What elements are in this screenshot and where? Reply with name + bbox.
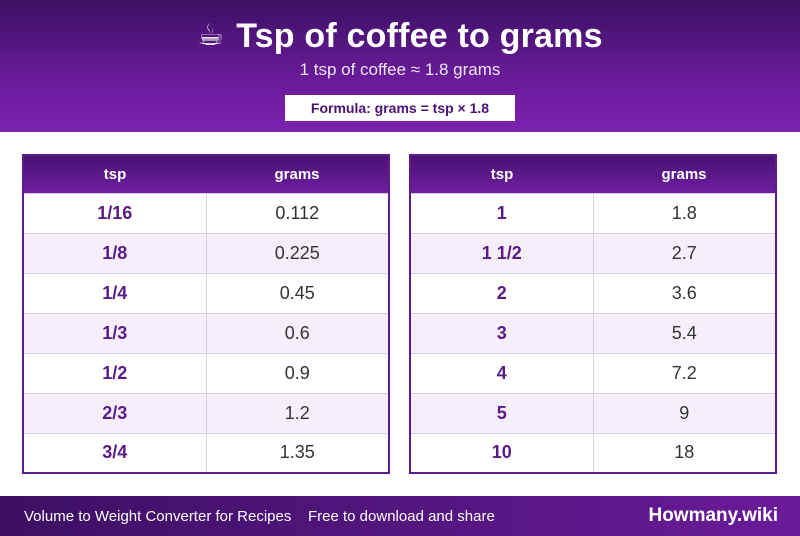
tsp-cell: 10 bbox=[409, 432, 594, 474]
grams-cell: 1.8 bbox=[592, 192, 777, 234]
coffee-cup-icon: ☕ bbox=[197, 19, 225, 52]
grams-cell: 0.225 bbox=[205, 232, 390, 274]
tsp-cell: 1/3 bbox=[22, 312, 207, 354]
table-header-row: tsp grams bbox=[23, 155, 389, 193]
grams-cell: 0.45 bbox=[205, 272, 390, 314]
table-row: 3/4 1.35 bbox=[22, 432, 390, 474]
table-row: 4 7.2 bbox=[409, 352, 777, 394]
tsp-cell: 1/2 bbox=[22, 352, 207, 394]
grams-cell: 5.4 bbox=[592, 312, 777, 354]
table-row: 1/2 0.9 bbox=[22, 352, 390, 394]
table-row: 1/8 0.225 bbox=[22, 232, 390, 274]
grams-cell: 1.2 bbox=[205, 392, 390, 434]
table-row: 1 1/2 2.7 bbox=[409, 232, 777, 274]
grams-cell: 2.7 bbox=[592, 232, 777, 274]
column-header-grams: grams bbox=[206, 155, 389, 193]
title-row: ☕ Tsp of coffee to grams bbox=[0, 14, 800, 58]
grams-cell: 7.2 bbox=[592, 352, 777, 394]
column-header-tsp: tsp bbox=[23, 155, 206, 193]
table-row: 1 1.8 bbox=[409, 192, 777, 234]
tsp-cell: 1 bbox=[409, 192, 594, 234]
table-row: 1/4 0.45 bbox=[22, 272, 390, 314]
brand-logo-text[interactable]: Howmany.wiki bbox=[648, 505, 778, 526]
tsp-cell: 3 bbox=[409, 312, 594, 354]
conversion-table-left: tsp grams 1/16 0.112 1/8 0.225 1/4 0.45 … bbox=[22, 154, 390, 474]
grams-cell: 3.6 bbox=[592, 272, 777, 314]
footer: Volume to Weight Converter for Recipes F… bbox=[0, 496, 800, 536]
page-subtitle: 1 tsp of coffee ≈ 1.8 grams bbox=[299, 60, 501, 79]
tsp-cell: 1/4 bbox=[22, 272, 207, 314]
column-header-grams: grams bbox=[593, 155, 776, 193]
table-row: 1/16 0.112 bbox=[22, 192, 390, 234]
tsp-cell: 3/4 bbox=[22, 432, 207, 474]
table-row: 5 9 bbox=[409, 392, 777, 434]
column-header-tsp: tsp bbox=[410, 155, 593, 193]
tsp-cell: 1/8 bbox=[22, 232, 207, 274]
table-row: 2 3.6 bbox=[409, 272, 777, 314]
grams-cell: 0.112 bbox=[205, 192, 390, 234]
conversion-table-right: tsp grams 1 1.8 1 1/2 2.7 2 3.6 3 5.4 4 … bbox=[409, 154, 777, 474]
grams-cell: 0.9 bbox=[205, 352, 390, 394]
tsp-cell: 1/16 bbox=[22, 192, 207, 234]
header: ☕ Tsp of coffee to grams 1 tsp of coffee… bbox=[0, 0, 800, 132]
tsp-cell: 2 bbox=[409, 272, 594, 314]
footer-share-note: Free to download and share bbox=[308, 508, 495, 525]
table-row: 3 5.4 bbox=[409, 312, 777, 354]
grams-cell: 1.35 bbox=[205, 432, 390, 474]
tsp-cell: 4 bbox=[409, 352, 594, 394]
tsp-cell: 5 bbox=[409, 392, 594, 434]
table-row: 10 18 bbox=[409, 432, 777, 474]
footer-tagline: Volume to Weight Converter for Recipes bbox=[24, 508, 292, 525]
table-row: 1/3 0.6 bbox=[22, 312, 390, 354]
page-title: Tsp of coffee to grams bbox=[236, 17, 603, 55]
formula-badge: Formula: grams = tsp × 1.8 bbox=[285, 95, 515, 121]
tsp-cell: 1 1/2 bbox=[409, 232, 594, 274]
tsp-cell: 2/3 bbox=[22, 392, 207, 434]
grams-cell: 18 bbox=[592, 432, 777, 474]
grams-cell: 0.6 bbox=[205, 312, 390, 354]
table-row: 2/3 1.2 bbox=[22, 392, 390, 434]
table-header-row: tsp grams bbox=[410, 155, 776, 193]
grams-cell: 9 bbox=[592, 392, 777, 434]
